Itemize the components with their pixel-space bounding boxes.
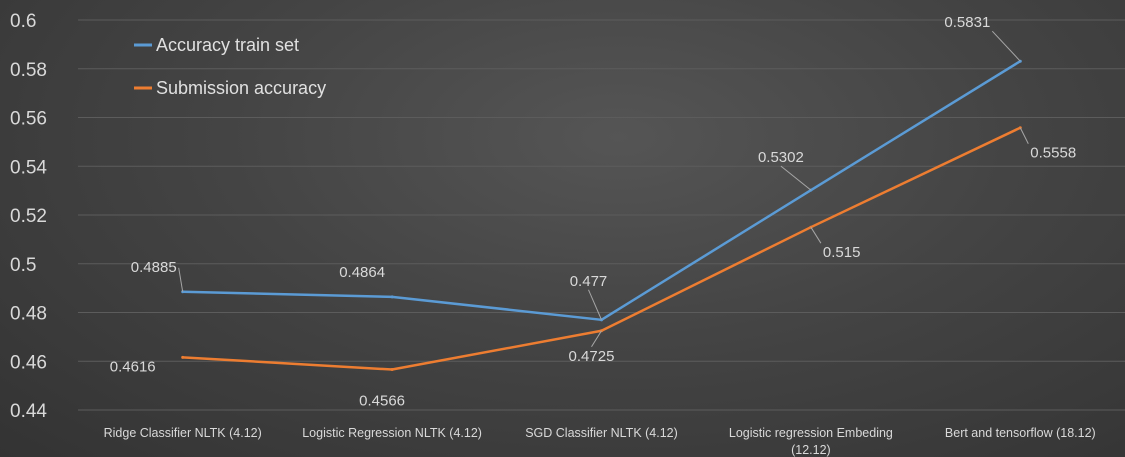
x-tick-label-line: Logistic regression Embeding bbox=[729, 426, 893, 440]
y-tick-label: 0.56 bbox=[10, 109, 47, 130]
x-tick-label: Logistic regression Embeding (12.12) bbox=[729, 426, 893, 457]
data-label: 0.515 bbox=[823, 244, 861, 261]
data-label: 0.5302 bbox=[758, 149, 804, 166]
x-tick-label: Ridge Classifier NLTK (4.12) bbox=[104, 426, 262, 440]
data-label: 0.5831 bbox=[944, 14, 990, 31]
data-label: 0.4725 bbox=[569, 348, 615, 365]
y-tick-label: 0.58 bbox=[10, 60, 47, 81]
legend: Accuracy train set Submission accuracy bbox=[134, 35, 326, 98]
x-tick-label-line: SGD Classifier NLTK (4.12) bbox=[525, 426, 678, 440]
y-tick-label: 0.48 bbox=[10, 304, 47, 325]
label-leader-line bbox=[588, 289, 602, 321]
data-point bbox=[181, 355, 185, 359]
y-tick-label: 0.54 bbox=[10, 157, 47, 178]
data-label: 0.4566 bbox=[359, 393, 405, 410]
x-tick-label-line: Logistic Regression NLTK (4.12) bbox=[302, 426, 482, 440]
legend-label: Accuracy train set bbox=[156, 35, 299, 55]
x-axis: Ridge Classifier NLTK (4.12) Logistic Reg… bbox=[104, 426, 1096, 457]
x-tick-label-line: Ridge Classifier NLTK (4.12) bbox=[104, 426, 262, 440]
series-line bbox=[182, 126, 1021, 371]
data-label: 0.5558 bbox=[1030, 145, 1076, 162]
y-tick-label: 0.6 bbox=[10, 11, 36, 32]
x-tick-label-line: Bert and tensorflow (18.12) bbox=[945, 426, 1096, 440]
label-leader-line bbox=[780, 165, 812, 191]
data-point bbox=[390, 295, 394, 299]
label-leader-line bbox=[1019, 127, 1029, 144]
data-label: 0.477 bbox=[570, 273, 608, 290]
y-axis: 0.44 0.46 0.48 0.5 0.52 0.54 0.56 0.58 0.6 bbox=[10, 11, 47, 422]
label-leader-line bbox=[991, 30, 1021, 62]
y-tick-label: 0.52 bbox=[10, 206, 47, 227]
label-leader-line bbox=[591, 330, 602, 348]
y-tick-label: 0.5 bbox=[10, 255, 36, 276]
x-tick-label: Bert and tensorflow (18.12) bbox=[945, 426, 1096, 440]
x-tick-label: Logistic Regression NLTK (4.12) bbox=[302, 426, 482, 440]
data-label: 0.4864 bbox=[339, 264, 385, 281]
label-leader-line bbox=[810, 226, 822, 244]
data-label: 0.4616 bbox=[110, 358, 156, 375]
y-tick-label: 0.44 bbox=[10, 401, 47, 422]
legend-label: Submission accuracy bbox=[156, 78, 326, 98]
data-point bbox=[390, 368, 394, 372]
y-tick-label: 0.46 bbox=[10, 352, 47, 373]
data-labels: 0.4885 0.4864 0.477 0.5302 0.5831 0.4616 0.456… bbox=[110, 14, 1076, 409]
data-label: 0.4885 bbox=[131, 259, 177, 276]
x-tick-label: SGD Classifier NLTK (4.12) bbox=[525, 426, 678, 440]
label-leader-line bbox=[178, 267, 184, 292]
x-tick-label-line: (12.12) bbox=[791, 443, 831, 457]
